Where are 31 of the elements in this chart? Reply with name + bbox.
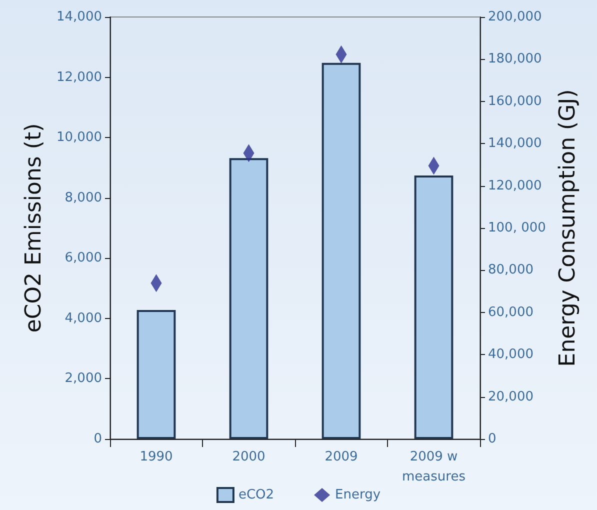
x-tick-label: 1990 [140,450,173,464]
bar [229,158,268,439]
y-tick-label: 12,000 [56,70,102,85]
y2-tick-label: 0 [488,432,496,446]
y2-tick-label: 20,000 [488,389,534,404]
legend-label: Energy [335,488,381,502]
y-tick-label: 14,000 [56,10,102,24]
legend-label: eCO2 [238,488,274,502]
y2-tick-label: 120,000 [488,178,542,194]
y-axis-title: eCO2 Emissions (t) [22,123,46,333]
bar [136,310,176,439]
y-tick-label: 8,000 [64,190,102,206]
y2-tick-label: 200,000 [488,10,542,24]
y-tick-label: 10,000 [56,130,102,146]
y2-tick-label: 160,000 [488,94,542,109]
bar [322,62,361,439]
x-tick-label: 2000 [232,450,266,464]
y-tick-label: 0 [94,432,102,446]
bar [414,176,454,439]
y-tick-label: 6,000 [64,250,102,266]
y2-tick-label: 60,000 [488,304,534,320]
y2-tick-label: 80,000 [488,262,534,278]
y2-axis-title: Energy Consumption (GJ) [555,89,580,367]
x-tick-label: 2009 [324,450,358,464]
y2-tick-label: 100, 000 [488,220,546,236]
y2-tick-label: 140,000 [488,136,542,152]
y2-tick-label: 180,000 [488,52,542,67]
y-tick-label: 2,000 [64,371,102,386]
y2-tick-label: 40,000 [488,347,534,362]
x-tick-label: 2009 w measures [402,450,466,484]
y-tick-label: 4,000 [64,310,102,326]
